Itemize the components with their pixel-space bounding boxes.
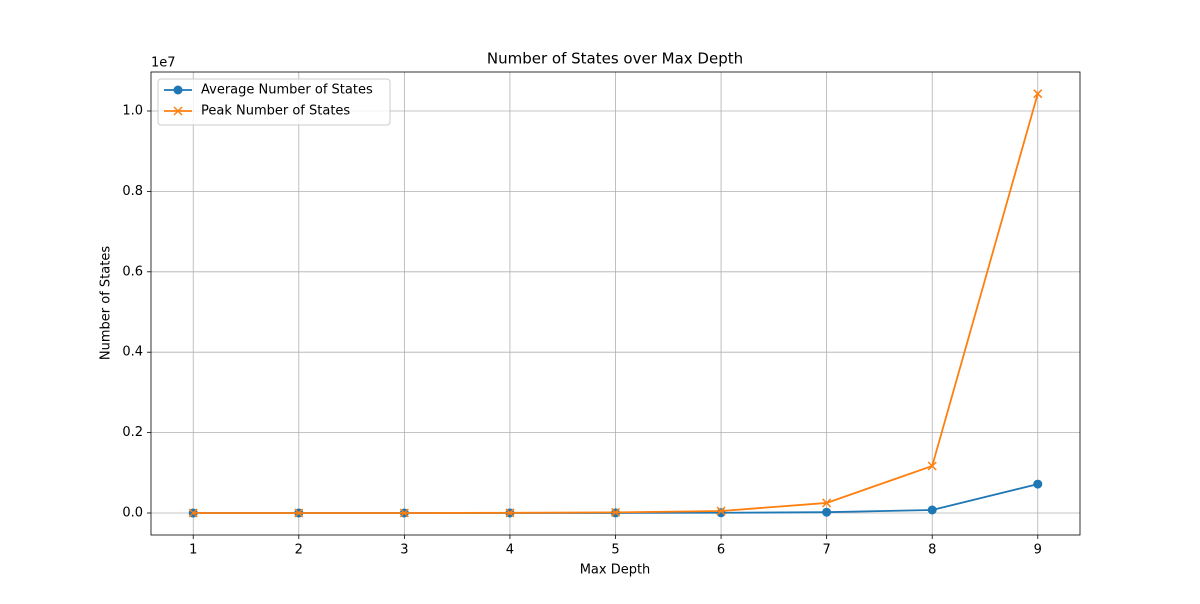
marker bbox=[822, 507, 832, 517]
marker bbox=[188, 508, 198, 518]
marker-cross bbox=[188, 508, 198, 518]
x-tick-label: 9 bbox=[1034, 543, 1042, 558]
marker-cross bbox=[927, 461, 937, 471]
marker bbox=[822, 498, 832, 508]
x-tick-label: 3 bbox=[400, 543, 408, 558]
marker-cross bbox=[822, 498, 832, 508]
marker-cross bbox=[399, 508, 409, 518]
x-tick-label: 7 bbox=[822, 543, 830, 558]
marker bbox=[716, 508, 726, 518]
marker bbox=[1033, 479, 1043, 489]
x-tick-label: 6 bbox=[717, 543, 725, 558]
marker bbox=[399, 508, 409, 518]
x-tick-label: 8 bbox=[928, 543, 936, 558]
marker bbox=[1033, 89, 1043, 99]
x-tick-label: 5 bbox=[611, 543, 619, 558]
marker bbox=[927, 461, 937, 471]
legend-marker bbox=[173, 85, 183, 95]
y-tick-label: 0.8 bbox=[122, 184, 143, 199]
marker bbox=[927, 505, 937, 515]
y-offset-label: 1e7 bbox=[151, 56, 176, 71]
marker bbox=[505, 508, 515, 518]
marker bbox=[716, 506, 726, 516]
marker bbox=[294, 508, 304, 518]
marker-cross bbox=[505, 508, 515, 518]
x-tick-label: 1 bbox=[189, 543, 197, 558]
chart-title: Number of States over Max Depth bbox=[487, 50, 743, 68]
marker-cross bbox=[716, 506, 726, 516]
legend: Average Number of States Peak Number of S… bbox=[157, 78, 391, 126]
legend-label: Average Number of States bbox=[201, 83, 373, 98]
marker-cross bbox=[1033, 89, 1043, 99]
marker-cross bbox=[610, 507, 621, 517]
legend-label: Peak Number of States bbox=[201, 104, 350, 119]
y-tick-label: 0.0 bbox=[122, 506, 143, 521]
y-tick-label: 1.0 bbox=[122, 103, 143, 118]
y-tick-label: 0.4 bbox=[122, 345, 143, 360]
marker bbox=[610, 507, 621, 517]
plot-frame bbox=[150, 71, 1081, 536]
y-tick-label: 0.2 bbox=[122, 425, 143, 440]
y-axis-label: Number of States bbox=[99, 246, 114, 360]
x-tick-label: 4 bbox=[506, 543, 514, 558]
marker-cross bbox=[294, 508, 304, 518]
x-axis-label: Max Depth bbox=[580, 563, 651, 578]
y-tick-label: 0.6 bbox=[122, 264, 143, 279]
legend-box bbox=[157, 78, 391, 126]
legend-marker bbox=[173, 106, 183, 116]
x-tick-label: 2 bbox=[295, 543, 303, 558]
